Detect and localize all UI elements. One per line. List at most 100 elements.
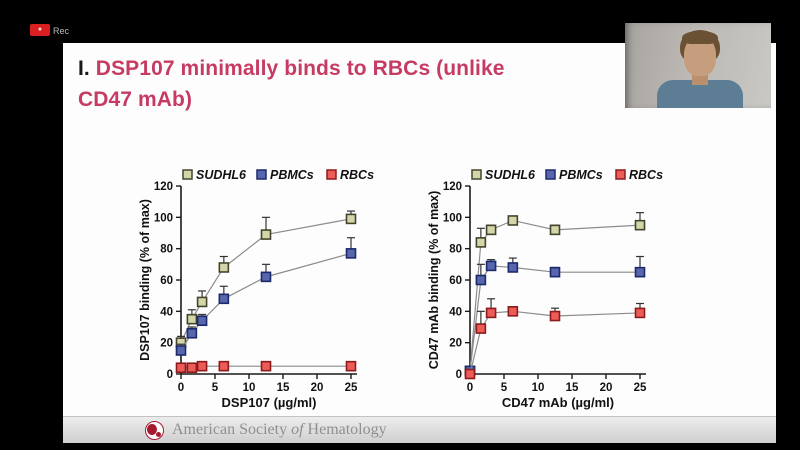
data-point-pbmcs [485,260,497,272]
ash-org-name-of: of [291,421,304,438]
data-point-rbcs [175,362,187,374]
data-point-pbmcs [260,271,272,283]
svg-text:40: 40 [160,306,173,318]
svg-text:15: 15 [566,382,579,394]
svg-text:SUDHL6: SUDHL6 [485,168,536,182]
series-sudhl6 [175,210,357,348]
svg-text:0: 0 [467,382,473,394]
svg-text:60: 60 [160,275,173,287]
ash-org-name-post: Hematology [303,421,387,438]
data-point-sudhl6 [260,229,272,240]
svg-text:60: 60 [449,275,462,287]
svg-text:RBCs: RBCs [629,168,663,182]
slide-title-line1: I. DSP107 minimally binds to RBCs (unlik… [78,53,698,84]
data-point-rbcs [485,307,497,319]
data-point-rbcs [634,307,646,319]
svg-text:CD47 mAb binding (% of max): CD47 mAb binding (% of max) [427,191,441,369]
legend-item-pbmcs: PBMCs [256,168,314,182]
slide-title-text1: DSP107 minimally binds to RBCs (unlike [89,57,505,80]
data-point-pbmcs [345,248,357,259]
ash-logo-icon [145,420,164,440]
svg-text:100: 100 [443,212,462,224]
svg-text:0: 0 [167,369,173,381]
dsp107-binding-chart: SUDHL6 PBMCs RBCs 0 20 40 60 80 100 120 0 5 10 15 20 25… [138,168,374,410]
svg-text:20: 20 [600,382,613,394]
data-point-rbcs [549,310,561,322]
slide-footer: American Society of Hematology [63,416,776,443]
data-point-sudhl6 [218,262,230,273]
chart-legend: SUDHL6 PBMCs RBCs [182,168,374,182]
data-point-rbcs [196,360,208,372]
data-point-pbmcs [507,262,519,273]
svg-text:120: 120 [443,181,462,193]
legend-item-sudhl6: SUDHL6 [182,168,247,182]
legend-item-sudhl6: SUDHL6 [471,168,536,182]
svg-text:100: 100 [154,212,173,224]
series-pbmcs [464,255,646,377]
svg-text:20: 20 [449,338,462,350]
svg-text:DSP107 (µg/ml): DSP107 (µg/ml) [222,395,317,410]
legend-item-rbcs: RBCs [615,168,663,182]
svg-text:SUDHL6: SUDHL6 [196,168,247,182]
ash-org-name: American Society of Hematology [172,421,387,439]
presentation-slide: I. DSP107 minimally binds to RBCs (unlik… [63,43,776,443]
screen-recorder-indicator[interactable]: ● Rec [30,24,69,36]
svg-text:PBMCs: PBMCs [270,168,314,182]
svg-text:15: 15 [277,382,290,394]
legend-item-pbmcs: PBMCs [545,168,603,182]
data-point-rbcs [186,362,198,374]
svg-text:PBMCs: PBMCs [559,168,603,182]
svg-text:80: 80 [160,244,173,256]
data-point-rbcs [345,360,357,372]
data-point-sudhl6 [634,219,646,231]
svg-text:20: 20 [160,338,173,350]
data-point-sudhl6 [475,237,487,248]
svg-text:DSP107 binding (% of max): DSP107 binding (% of max) [138,199,152,361]
svg-text:10: 10 [532,382,545,394]
series-pbmcs [175,237,357,356]
svg-text:80: 80 [449,244,462,256]
slide-title-numeral: I. [78,57,90,80]
data-point-sudhl6 [507,215,519,226]
cd47-mab-binding-chart: SUDHL6 PBMCs RBCs 0 20 40 60 80 100 120 0 5 10 15 20 25… [427,168,663,410]
data-point-pbmcs [475,274,487,286]
data-point-pbmcs [186,327,198,339]
series-rbcs [464,298,646,380]
ash-logo-big-cell [147,423,157,435]
record-icon[interactable]: ● [30,24,50,36]
svg-text:120: 120 [154,181,173,193]
legend-item-rbcs: RBCs [326,168,374,182]
data-point-rbcs [464,368,476,380]
data-point-rbcs [475,323,487,334]
svg-text:40: 40 [449,306,462,318]
presenter-webcam-video [625,23,771,108]
svg-text:5: 5 [212,382,219,394]
svg-text:25: 25 [634,382,647,394]
series-rbcs [175,360,357,374]
svg-text:RBCs: RBCs [340,168,374,182]
svg-text:0: 0 [456,369,462,381]
data-point-pbmcs [175,345,187,356]
svg-text:25: 25 [345,382,358,394]
svg-text:CD47 mAb (µg/ml): CD47 mAb (µg/ml) [502,395,614,410]
chart-legend: SUDHL6 PBMCs RBCs [471,168,663,182]
data-point-rbcs [507,306,519,317]
data-point-pbmcs [549,266,561,278]
svg-text:20: 20 [311,382,324,394]
data-point-pbmcs [218,293,230,305]
data-point-sudhl6 [485,224,497,236]
ash-org-name-pre: American Society [172,421,292,438]
slide-title-line2: CD47 mAb) [78,88,193,111]
rec-label: Rec [53,26,70,36]
data-point-pbmcs [634,266,646,278]
data-point-rbcs [260,360,272,372]
ash-logo-small-cell [156,431,161,437]
data-point-sudhl6 [186,313,198,325]
data-point-sudhl6 [549,224,561,236]
series-sudhl6 [464,212,646,377]
data-point-rbcs [218,360,230,372]
chart-axes: 0 20 40 60 80 100 120 0 5 10 15 20 25 CD47 mAb (µg/ml… [427,181,647,410]
svg-text:0: 0 [178,382,184,394]
data-point-pbmcs [196,315,208,327]
